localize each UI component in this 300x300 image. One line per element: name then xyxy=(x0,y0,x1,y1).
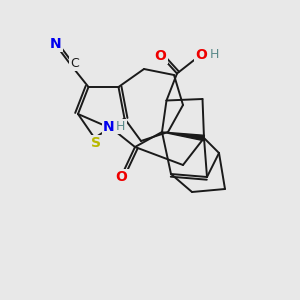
Text: H: H xyxy=(210,48,219,61)
Polygon shape xyxy=(162,132,204,141)
Text: O: O xyxy=(196,48,208,62)
Text: N: N xyxy=(50,37,61,50)
Text: S: S xyxy=(91,136,101,150)
Text: O: O xyxy=(154,49,166,62)
Text: O: O xyxy=(116,170,128,184)
Text: H: H xyxy=(116,120,126,133)
Text: C: C xyxy=(70,56,80,70)
Text: N: N xyxy=(103,120,115,134)
